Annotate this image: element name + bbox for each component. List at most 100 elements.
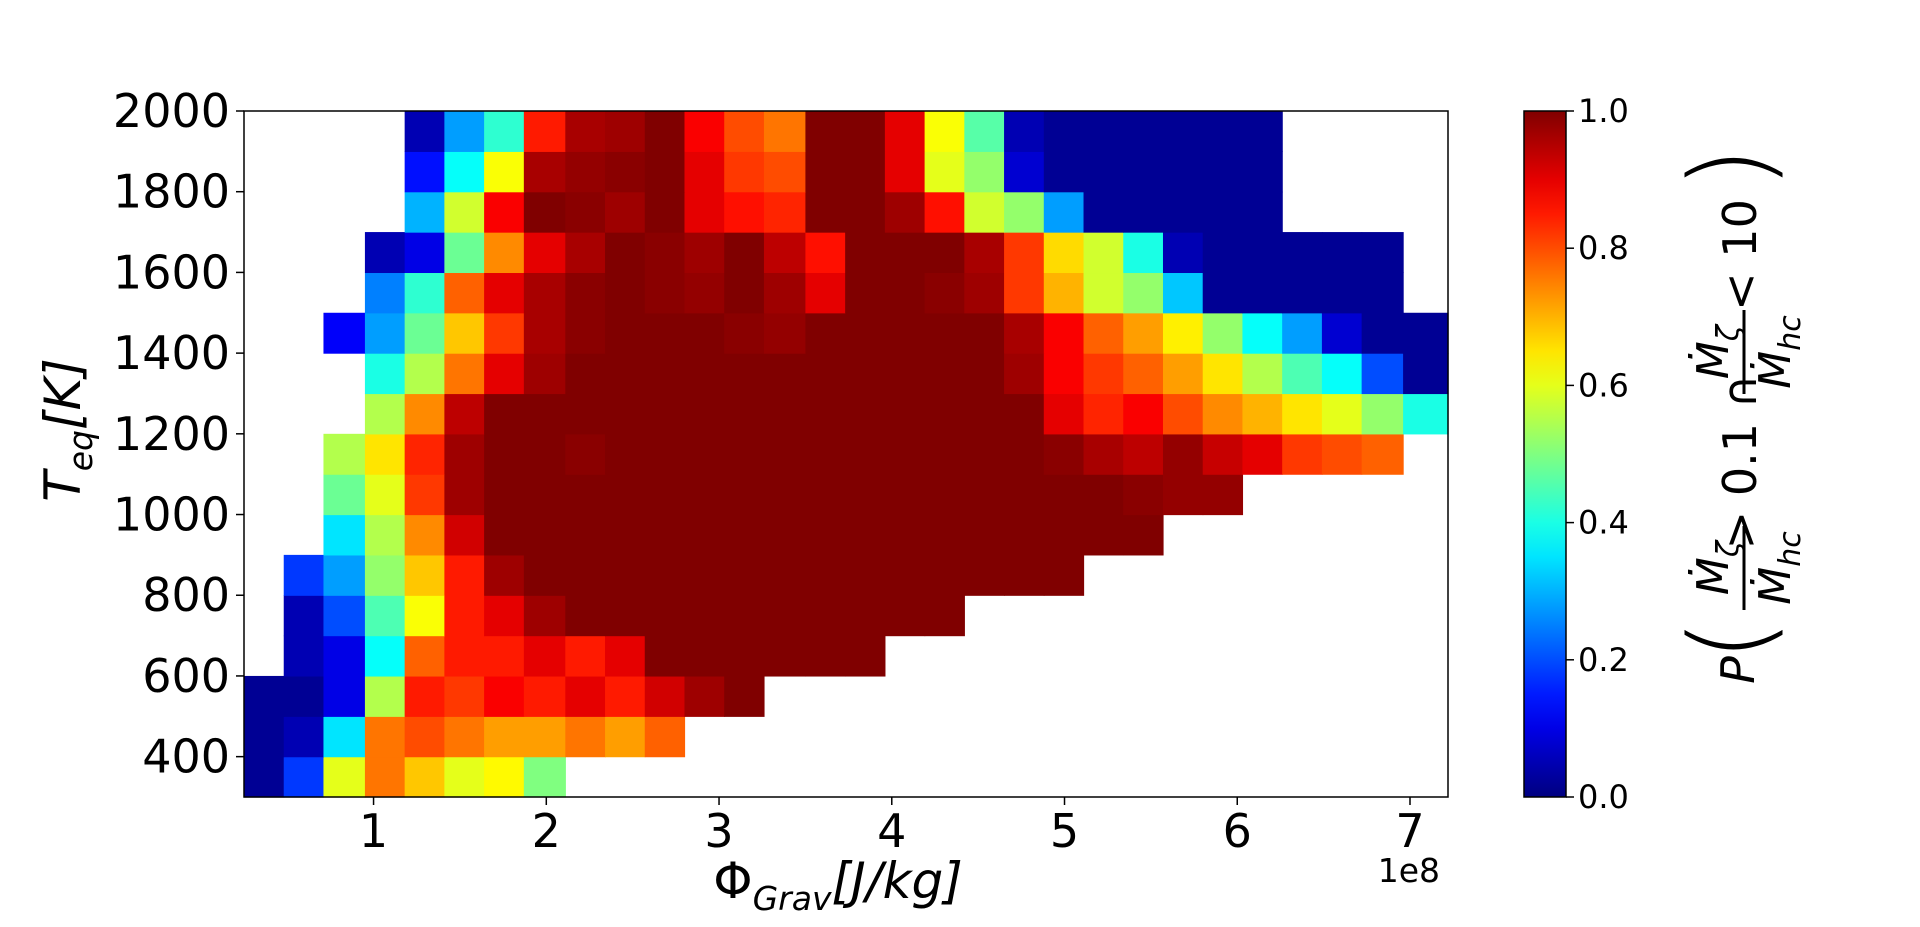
heatmap-cell	[323, 675, 366, 717]
heatmap-cell	[924, 232, 965, 274]
heatmap-cell	[484, 756, 525, 798]
heatmap-cell	[684, 393, 725, 435]
heatmap-cell	[644, 675, 686, 717]
x-axis-label-sub: Grav	[753, 879, 832, 918]
heatmap-cell	[1321, 232, 1363, 274]
heatmap-cell	[1361, 232, 1404, 274]
heatmap-cell	[364, 675, 406, 717]
heatmap-cell	[323, 756, 366, 798]
heatmap-cell	[283, 595, 325, 637]
heatmap-cell	[523, 111, 566, 152]
x-axis-label: ΦGrav[J/kg]	[713, 852, 963, 918]
heatmap-cell	[684, 514, 725, 556]
x-tick-label: 2	[532, 804, 561, 858]
heatmap-cell	[684, 191, 725, 233]
heatmap-cell	[724, 433, 765, 475]
heatmap-cell	[884, 474, 926, 516]
heatmap-cell	[404, 716, 445, 758]
heatmap-cell	[404, 393, 445, 435]
heatmap-cell	[444, 635, 485, 677]
y-axis-label-main: T	[34, 468, 92, 502]
heatmap-cell	[1162, 312, 1204, 354]
heatmap-cell	[404, 756, 445, 798]
y-axis-ticks: 400 600 800 1000 1200 1400 1600 1800 2000	[113, 84, 244, 784]
heatmap-cell	[763, 353, 807, 395]
heatmap-cell	[404, 191, 445, 233]
heatmap-cell	[1043, 312, 1085, 354]
heatmap-cell	[845, 312, 886, 354]
heatmap-cell	[565, 272, 606, 314]
heatmap-cell	[523, 474, 566, 516]
heatmap-cell	[1202, 433, 1244, 475]
heatmap-cell	[1242, 353, 1283, 395]
heatmap-cell	[763, 595, 807, 637]
heatmap-cell	[964, 151, 1005, 193]
heatmap-cell	[1202, 191, 1244, 233]
heatmap-cell	[964, 514, 1005, 556]
y-tick-label: 2000	[113, 84, 230, 138]
heatmap-cell	[605, 353, 646, 395]
svg-text:Ṁζ: Ṁζ	[1687, 323, 1746, 379]
colorbar-label-rparen: )	[1666, 147, 1794, 190]
heatmap-cell	[684, 595, 725, 637]
heatmap-cell	[763, 191, 807, 233]
heatmap-cell	[684, 474, 725, 516]
heatmap-cell	[1361, 433, 1404, 475]
colorbar-tick-label: 0.6	[1578, 366, 1629, 404]
heatmap-cell	[444, 756, 485, 798]
colorbar-tick-label: 0.4	[1578, 504, 1629, 542]
heatmap-cell	[1043, 191, 1085, 233]
heatmap-cell	[1083, 232, 1124, 274]
heatmap-cell	[964, 554, 1005, 596]
heatmap-cell	[605, 635, 646, 677]
x-offset-label: 1e8	[1378, 851, 1440, 890]
heatmap-cell	[323, 474, 366, 516]
heatmap-cell	[1202, 353, 1244, 395]
heatmap-cell	[884, 232, 926, 274]
heatmap-cell	[924, 191, 965, 233]
heatmap-cell	[444, 312, 485, 354]
heatmap-cell	[805, 595, 846, 637]
heatmap-cell	[1004, 554, 1045, 596]
heatmap-cell	[1004, 312, 1045, 354]
heatmap-cell	[964, 191, 1005, 233]
heatmap-cell	[763, 393, 807, 435]
heatmap-cell	[1202, 232, 1244, 274]
colorbar-ticks: 0.0 0.2 0.4 0.6 0.8 1.0	[1566, 92, 1629, 816]
heatmap-cell	[605, 514, 646, 556]
heatmap-cell	[684, 232, 725, 274]
heatmap-cell	[605, 272, 646, 314]
heatmap-cell	[1242, 232, 1283, 274]
heatmap-cell	[523, 353, 566, 395]
heatmap-cell	[523, 393, 566, 435]
heatmap-cell	[404, 675, 445, 717]
heatmap-cell	[684, 312, 725, 354]
heatmap-cell	[644, 635, 686, 677]
heatmap-cell	[523, 595, 566, 637]
heatmap-cell	[924, 353, 965, 395]
heatmap-cell	[805, 514, 846, 556]
heatmap-cells	[244, 111, 1449, 798]
colorbar-label-p: P	[1711, 656, 1765, 684]
heatmap-cell	[924, 514, 965, 556]
heatmap-cell	[1242, 272, 1283, 314]
colorbar-label-lparen: (	[1666, 619, 1794, 662]
heatmap-cell	[1202, 151, 1244, 193]
y-tick-label: 1000	[113, 488, 230, 542]
heatmap-cell	[605, 393, 646, 435]
heatmap-cell	[1282, 232, 1323, 274]
heatmap-cell	[924, 433, 965, 475]
heatmap-cell	[644, 554, 686, 596]
heatmap-cell	[805, 191, 846, 233]
heatmap-cell	[1282, 272, 1323, 314]
heatmap-cell	[283, 675, 325, 717]
x-axis-ticks: 1 2 3 4 5 6 7	[359, 797, 1425, 858]
heatmap-cell	[964, 232, 1005, 274]
y-axis-label-units: [K]	[34, 358, 92, 430]
heatmap-cell	[724, 635, 765, 677]
heatmap-cell	[1123, 433, 1164, 475]
heatmap-cell	[444, 474, 485, 516]
heatmap-cell	[724, 191, 765, 233]
heatmap-cell	[1242, 433, 1283, 475]
